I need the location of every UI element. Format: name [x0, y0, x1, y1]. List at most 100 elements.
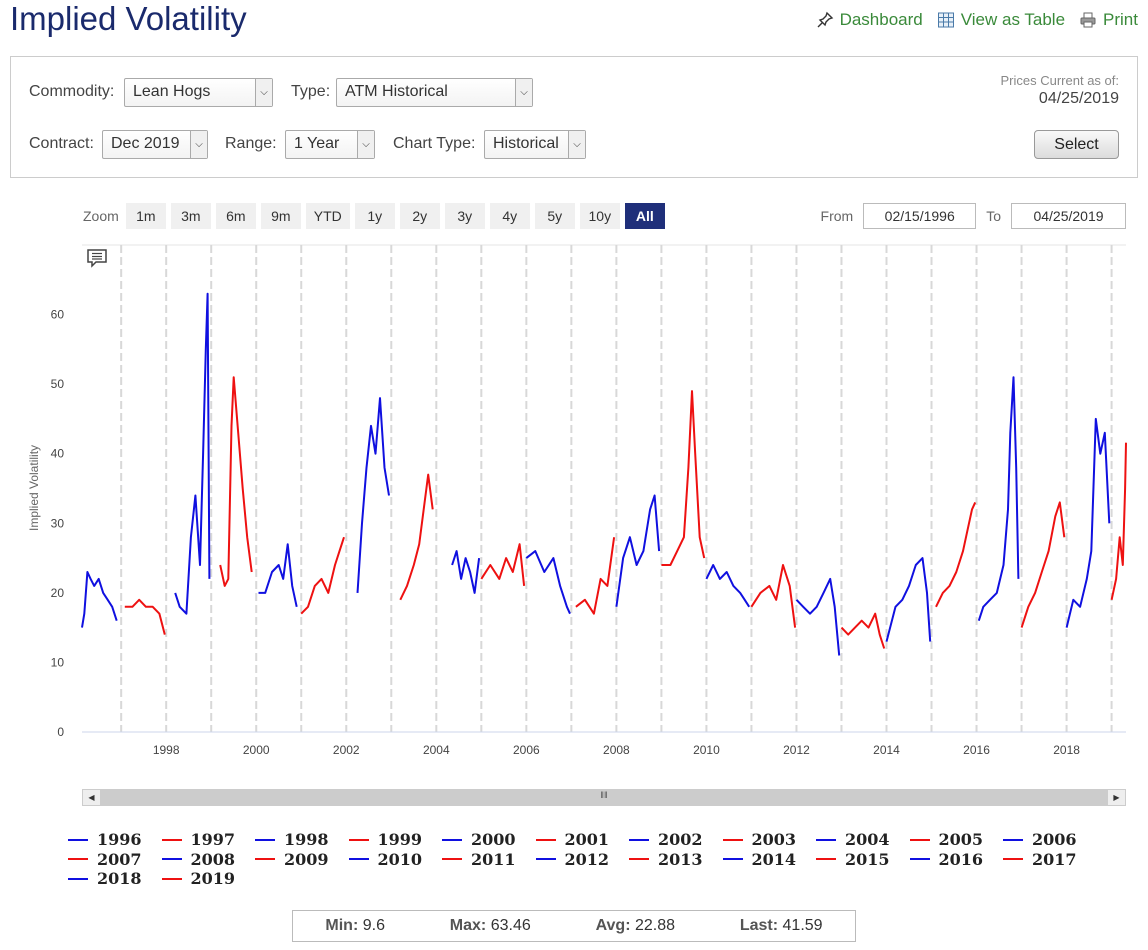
controls-panel: Commodity: Lean Hogs ⌵ Type: ATM Histori…	[10, 56, 1138, 178]
legend-swatch	[629, 858, 649, 860]
legend-swatch	[348, 858, 369, 860]
zoom-5y-button[interactable]: 5y	[534, 203, 575, 229]
legend-label: 2014	[751, 849, 797, 869]
stat-max-value: 63.46	[490, 917, 531, 934]
stat-min-value: 9.6	[362, 917, 385, 934]
legend-swatch	[68, 838, 88, 841]
range-value: 1 Year	[294, 135, 340, 152]
x-tick-label: 2010	[693, 743, 720, 757]
series-line-1998	[174, 292, 211, 615]
chart-scrollbar[interactable]: ◀ ‖‖ ▶	[82, 789, 1126, 806]
legend-item-2018[interactable]: 2018	[68, 869, 142, 888]
legend-item-2000[interactable]: 2000	[442, 830, 516, 849]
zoom-all-button[interactable]: All	[624, 203, 665, 229]
scroll-left-icon[interactable]: ◀	[83, 790, 100, 805]
legend-item-2017[interactable]: 2017	[1003, 850, 1077, 869]
legend-item-1997[interactable]: 1997	[161, 830, 235, 849]
chevron-down-icon: ⌵	[515, 79, 532, 106]
type-select[interactable]: ATM Historical ⌵	[336, 78, 533, 107]
printer-icon	[1080, 12, 1096, 28]
legend-item-2012[interactable]: 2012	[535, 850, 609, 869]
date-range: From 02/15/1996 To 04/25/2019	[821, 203, 1126, 229]
zoom-3m-button[interactable]: 3m	[170, 203, 211, 229]
zoom-1y-button[interactable]: 1y	[354, 203, 395, 229]
x-tick-label: 2002	[333, 743, 360, 757]
charttype-select[interactable]: Historical ⌵	[484, 130, 586, 159]
y-tick-label: 50	[51, 377, 65, 391]
select-button[interactable]: Select	[1034, 130, 1119, 159]
legend-item-2002[interactable]: 2002	[629, 830, 703, 849]
legend-item-2015[interactable]: 2015	[816, 850, 890, 869]
series-line-2012	[795, 577, 841, 656]
y-tick-label: 30	[51, 516, 65, 530]
zoom-label: Zoom	[83, 208, 119, 224]
legend-item-2004[interactable]: 2004	[816, 830, 890, 849]
prices-current-date: 04/25/2019	[1038, 90, 1119, 107]
series-line-2015	[935, 501, 977, 608]
legend-item-2016[interactable]: 2016	[909, 849, 984, 869]
x-tick-label: 2018	[1053, 743, 1080, 757]
from-date-input[interactable]: 02/15/1996	[863, 203, 977, 229]
legend-item-2006[interactable]: 2006	[1003, 830, 1077, 849]
legend-item-2003[interactable]: 2003	[722, 830, 796, 849]
legend-label: 2009	[284, 849, 329, 869]
legend-item-2005[interactable]: 2005	[909, 830, 983, 849]
legend-item-2010[interactable]: 2010	[348, 850, 422, 869]
view-table-label: View as Table	[960, 10, 1066, 29]
legend-label: 2011	[471, 849, 516, 869]
volatility-chart: 0 10 20 30 40 50 60 1998 2000 2002 2004 2006 2008 201…	[27, 244, 1127, 757]
zoom-2y-button[interactable]: 2y	[399, 203, 440, 229]
legend-label: 2016	[938, 849, 984, 869]
legend-item-2001[interactable]: 2001	[535, 830, 610, 849]
legend-item-2007[interactable]: 2007	[68, 850, 142, 869]
x-tick-label: 2008	[603, 743, 630, 757]
y-tick-label: 10	[51, 655, 65, 669]
contract-select[interactable]: Dec 2019 ⌵	[102, 130, 208, 159]
legend-item-2013[interactable]: 2013	[629, 850, 703, 869]
legend-item-2008[interactable]: 2008	[161, 850, 235, 869]
prices-current-label: Prices Current as of:	[1000, 73, 1120, 88]
chevron-down-icon: ⌵	[255, 79, 272, 106]
legend-item-1999[interactable]: 1999	[348, 830, 423, 849]
legend-label: 2001	[564, 830, 610, 849]
series-line-2013	[840, 612, 886, 649]
range-select[interactable]: 1 Year ⌵	[285, 130, 375, 159]
legend-label: 1999	[377, 830, 423, 849]
y-tick-label: 0	[57, 725, 64, 739]
scroll-thumb[interactable]: ‖‖	[100, 790, 1108, 805]
type-value: ATM Historical	[345, 83, 448, 100]
scroll-right-icon[interactable]: ▶	[1108, 790, 1125, 805]
zoom-3y-button[interactable]: 3y	[444, 203, 485, 229]
view-table-link[interactable]: View as Table	[937, 10, 1065, 30]
legend-swatch	[909, 838, 930, 841]
dashboard-label: Dashboard	[839, 10, 923, 29]
series-line-1999	[219, 376, 253, 587]
print-link[interactable]: Print	[1079, 10, 1138, 30]
commodity-select[interactable]: Lean Hogs ⌵	[124, 78, 273, 107]
zoom-1m-button[interactable]: 1m	[125, 203, 166, 229]
legend-label: 2018	[97, 869, 142, 888]
legend-item-2014[interactable]: 2014	[722, 849, 797, 869]
legend-item-1996[interactable]: 1996	[68, 830, 142, 849]
dashboard-link[interactable]: Dashboard	[816, 10, 923, 30]
zoom-ytd-button[interactable]: YTD	[305, 203, 350, 229]
legend-label: 1996	[97, 830, 142, 849]
stat-min: Min: 9.6	[325, 917, 385, 935]
legend-swatch	[255, 858, 275, 860]
zoom-10y-button[interactable]: 10y	[579, 203, 620, 229]
zoom-bar: Zoom 1m 3m 6m 9m YTD 1y 2y 3y 4y 5y 10y …	[83, 203, 665, 229]
legend-item-2019[interactable]: 2019	[161, 869, 235, 888]
legend-swatch	[161, 838, 182, 841]
legend-item-2009[interactable]: 2009	[255, 850, 329, 869]
legend-item-1998[interactable]: 1998	[255, 830, 329, 849]
stat-last-value: 41.59	[782, 917, 823, 934]
legend-item-2011[interactable]: 2011	[442, 850, 516, 869]
to-date-input[interactable]: 04/25/2019	[1011, 203, 1126, 229]
x-tick-label: 1998	[153, 743, 180, 757]
series-line-2002	[356, 397, 390, 593]
zoom-4y-button[interactable]: 4y	[489, 203, 530, 229]
zoom-6m-button[interactable]: 6m	[215, 203, 256, 229]
series-line-1996	[81, 571, 118, 628]
zoom-9m-button[interactable]: 9m	[260, 203, 301, 229]
legend-swatch	[816, 858, 836, 860]
